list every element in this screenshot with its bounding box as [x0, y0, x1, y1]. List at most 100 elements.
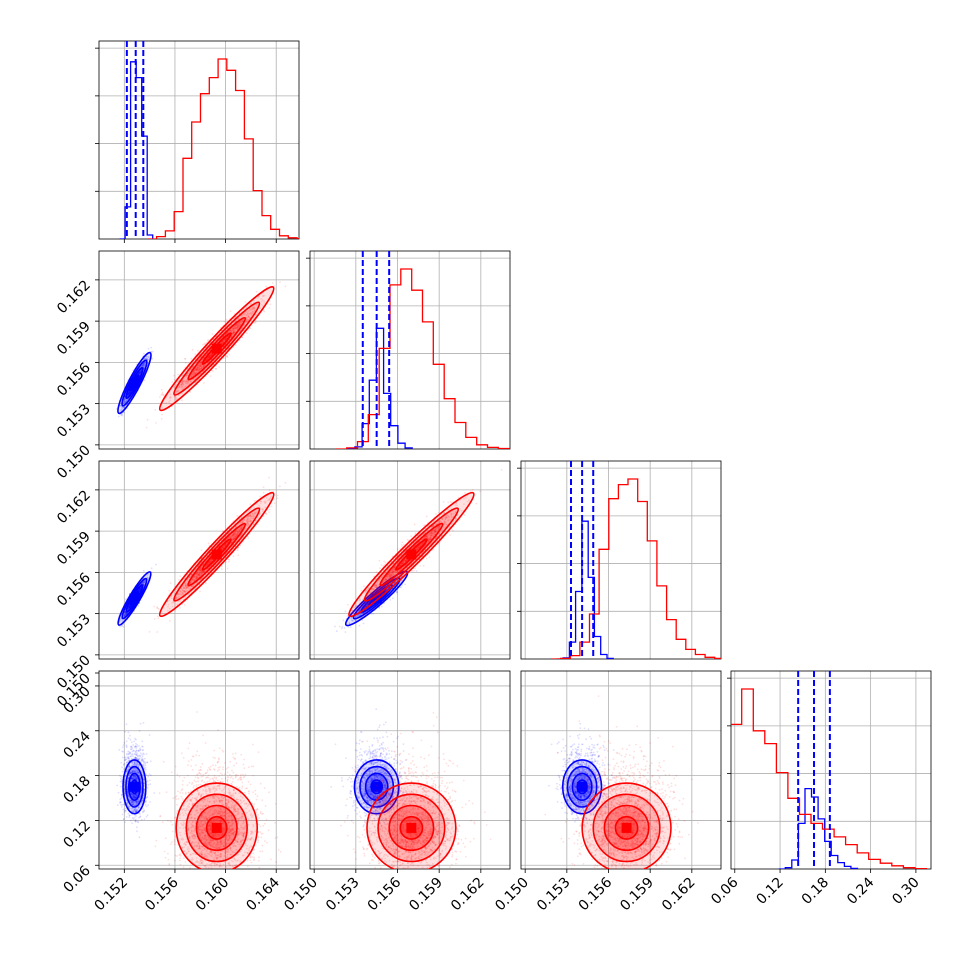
sample-point — [144, 362, 147, 365]
sample-point — [199, 362, 202, 365]
sample-point — [184, 380, 187, 382]
sample-point — [232, 331, 235, 334]
sample-point — [205, 359, 207, 362]
sample-point — [119, 413, 122, 416]
sample-point — [128, 392, 131, 394]
sample-point — [138, 371, 141, 374]
sample-point — [125, 400, 128, 402]
density-peak — [129, 378, 140, 388]
sample-point — [123, 406, 126, 409]
sample-point — [142, 582, 145, 584]
sample-point — [230, 330, 233, 332]
sample-point — [208, 355, 211, 358]
sample-point — [194, 373, 197, 375]
sample-point — [249, 312, 252, 315]
sample-point — [209, 354, 212, 357]
sample-point — [169, 396, 172, 399]
sample-point — [182, 383, 185, 386]
sample-point — [190, 376, 193, 378]
sample-point — [209, 355, 212, 358]
sample-point — [197, 369, 200, 372]
sample-point — [137, 373, 140, 375]
sample-point — [128, 391, 131, 393]
sample-point — [128, 605, 131, 608]
sample-point — [233, 330, 235, 332]
sample-point — [141, 364, 144, 366]
sample-point — [256, 312, 259, 314]
sample-point — [246, 314, 248, 316]
sample-point — [163, 394, 165, 396]
sample-point — [207, 356, 210, 358]
sample-point — [161, 407, 164, 409]
sample-point — [197, 349, 200, 352]
sample-point — [127, 392, 130, 395]
panel-0-0 — [98, 40, 300, 240]
sample-point — [252, 306, 255, 309]
sample-point — [139, 588, 142, 591]
sample-point — [123, 613, 126, 616]
sample-point — [143, 379, 146, 381]
sample-point — [124, 401, 127, 403]
sample-point — [160, 393, 163, 396]
sample-point — [226, 331, 229, 334]
sample-point — [227, 331, 230, 334]
sample-point — [232, 329, 235, 332]
sample-point — [196, 369, 199, 371]
sample-point — [184, 381, 187, 383]
sample-point — [127, 392, 130, 394]
sample-point — [237, 324, 240, 327]
sample-point — [265, 285, 267, 288]
sample-point — [198, 363, 201, 366]
sample-point — [177, 389, 180, 392]
sample-point — [124, 612, 127, 615]
sample-point — [236, 326, 239, 329]
panel-2-2 — [520, 460, 722, 660]
sample-point — [124, 612, 127, 614]
sample-point — [194, 372, 197, 374]
sample-point — [144, 364, 146, 367]
sample-point — [199, 364, 202, 366]
sample-point — [226, 356, 229, 358]
sample-point — [198, 368, 201, 371]
sample-point — [232, 331, 235, 334]
sample-point — [195, 369, 198, 372]
sample-point — [147, 355, 150, 358]
sample-point — [241, 320, 244, 323]
sample-point — [261, 305, 264, 307]
sample-point — [226, 355, 228, 358]
sample-point — [145, 357, 148, 360]
sample-point — [139, 371, 142, 374]
sample-point — [128, 392, 131, 395]
sample-point — [142, 363, 144, 366]
sample-point — [244, 321, 247, 324]
sample-point — [209, 375, 212, 377]
sample-point — [139, 372, 142, 375]
sample-point — [207, 357, 209, 360]
sample-point — [128, 391, 131, 394]
sample-point — [142, 366, 145, 368]
sample-point — [124, 613, 127, 615]
sample-point — [151, 350, 154, 353]
sample-point — [245, 321, 248, 323]
sample-point — [185, 380, 188, 382]
sample-point — [239, 323, 242, 326]
sample-point — [188, 370, 191, 373]
sample-point — [143, 364, 146, 366]
sample-point — [146, 576, 149, 579]
sample-point — [198, 367, 201, 370]
sample-point — [186, 382, 189, 385]
sample-point — [227, 331, 230, 333]
sample-point — [237, 322, 240, 325]
sample-point — [238, 320, 241, 323]
sample-point — [127, 608, 129, 610]
sample-point — [185, 374, 188, 377]
sample-point — [208, 355, 211, 357]
sample-point — [193, 370, 195, 372]
sample-point — [195, 368, 197, 371]
panel-frame — [309, 670, 511, 870]
sample-point — [230, 336, 233, 338]
scatter-1-0 — [115, 281, 287, 429]
sample-point — [161, 413, 163, 416]
sample-point — [196, 365, 199, 368]
sample-point — [247, 319, 250, 321]
